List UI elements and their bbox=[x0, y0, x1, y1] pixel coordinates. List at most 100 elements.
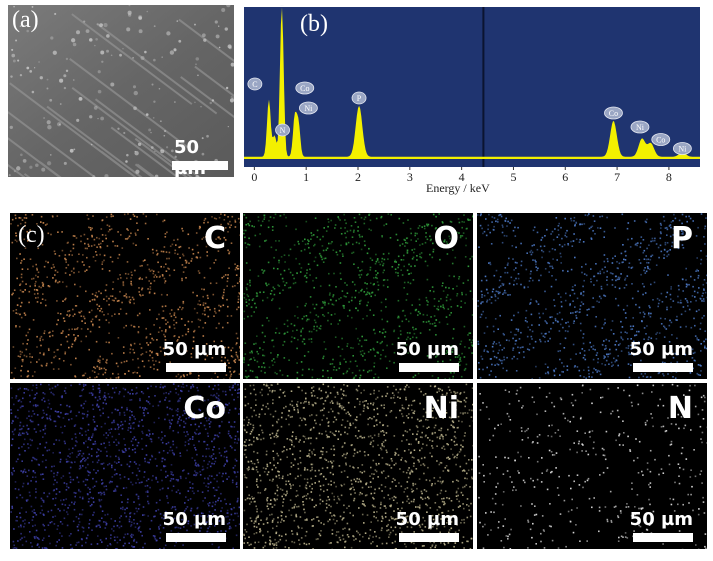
sem-particle bbox=[29, 165, 33, 169]
x-tick-label: 0 bbox=[251, 170, 257, 184]
sem-particle bbox=[63, 161, 67, 165]
sem-particle bbox=[13, 170, 16, 173]
sem-particle bbox=[151, 83, 154, 86]
sem-particle bbox=[71, 38, 76, 43]
sem-particle bbox=[221, 8, 226, 13]
sem-particle bbox=[8, 174, 11, 177]
sem-particle bbox=[17, 59, 20, 62]
scale-bar-label: 50 µm bbox=[395, 339, 459, 360]
peak-tag-p: P bbox=[351, 91, 367, 105]
sem-particle bbox=[153, 58, 156, 62]
sem-particle bbox=[140, 56, 145, 61]
sem-particle bbox=[122, 48, 124, 50]
sem-particle bbox=[95, 37, 98, 41]
sem-particle bbox=[9, 125, 13, 130]
sem-streak bbox=[69, 57, 191, 150]
sem-particle bbox=[195, 63, 197, 66]
sem-particle bbox=[201, 137, 204, 140]
scale-bar bbox=[399, 533, 459, 542]
sem-particle bbox=[13, 5, 15, 8]
sem-particle bbox=[197, 74, 199, 77]
sem-particle bbox=[89, 115, 93, 119]
sem-particle bbox=[34, 67, 36, 69]
sem-particle bbox=[73, 148, 76, 151]
plot-background bbox=[244, 7, 700, 167]
sem-particle bbox=[103, 23, 108, 28]
sem-particle bbox=[46, 120, 51, 125]
scale-bar bbox=[166, 533, 226, 542]
sem-particle bbox=[31, 5, 34, 8]
spectrum-trace bbox=[244, 7, 700, 160]
sem-particle bbox=[148, 128, 152, 132]
sem-particle bbox=[106, 49, 109, 53]
sem-particle bbox=[46, 87, 49, 90]
sem-particle bbox=[194, 101, 196, 103]
sem-particle bbox=[150, 132, 152, 134]
sem-particle bbox=[154, 150, 156, 153]
element-map-n: N 50 µm bbox=[477, 383, 707, 549]
sem-particle bbox=[133, 90, 138, 96]
panel-a-label: (a) bbox=[12, 7, 39, 33]
sem-particle bbox=[225, 86, 229, 90]
peak-tag-label: N bbox=[280, 126, 286, 135]
sem-particle bbox=[78, 96, 83, 101]
sem-particle bbox=[169, 50, 175, 55]
sem-particle bbox=[76, 30, 81, 35]
sem-particle bbox=[159, 148, 163, 152]
sem-streak bbox=[110, 126, 180, 177]
scale-bar bbox=[633, 363, 693, 372]
peak-tag-co: Co bbox=[295, 81, 315, 95]
sem-particle bbox=[72, 79, 75, 81]
sem-particle bbox=[146, 10, 149, 13]
sem-streak bbox=[8, 163, 26, 177]
element-map-dots bbox=[243, 383, 473, 549]
sem-particle bbox=[11, 53, 16, 58]
sem-particle bbox=[11, 48, 14, 51]
sem-particle bbox=[229, 98, 234, 103]
scale-bar bbox=[399, 363, 459, 372]
sem-particle bbox=[194, 23, 196, 26]
sem-particle bbox=[138, 15, 143, 20]
sem-streak bbox=[9, 82, 131, 175]
eds-spectrum-chart: CNOCoNiPCoNiCoNi012345678 bbox=[244, 5, 700, 184]
sem-particle bbox=[89, 38, 93, 42]
sem-particle bbox=[19, 25, 22, 27]
sem-streak bbox=[134, 137, 189, 177]
sem-particle bbox=[99, 23, 103, 28]
element-map-c: C 50 µm bbox=[10, 213, 240, 379]
sem-particle bbox=[59, 103, 62, 105]
sem-particle bbox=[101, 60, 104, 63]
sem-particle bbox=[100, 116, 105, 121]
sem-particle bbox=[38, 61, 40, 63]
sem-particle bbox=[22, 158, 27, 163]
sem-particle bbox=[26, 29, 29, 33]
peak-tag-ni: Ni bbox=[299, 101, 318, 115]
sem-particle bbox=[76, 118, 80, 122]
sem-streak bbox=[180, 76, 234, 119]
x-tick-label: 6 bbox=[562, 170, 568, 184]
sem-particle bbox=[35, 163, 39, 168]
sem-particle bbox=[230, 62, 234, 67]
scale-bar-label: 50 µm bbox=[162, 339, 226, 360]
sem-particle bbox=[164, 130, 167, 133]
sem-particle bbox=[20, 153, 23, 157]
sem-particle bbox=[153, 100, 156, 103]
sem-particle bbox=[63, 74, 67, 78]
sem-particle bbox=[227, 125, 229, 128]
sem-particle bbox=[195, 57, 200, 61]
sem-particle bbox=[201, 152, 205, 156]
sem-particle bbox=[145, 113, 149, 116]
sem-particle bbox=[132, 85, 137, 89]
sem-particle bbox=[174, 101, 176, 103]
peak-tag-label: Ni bbox=[678, 145, 687, 154]
element-map-co: Co 50 µm bbox=[10, 383, 240, 549]
sem-particle bbox=[144, 50, 147, 54]
sem-particle bbox=[47, 125, 52, 130]
peak-tag-ni: Ni bbox=[630, 120, 650, 134]
sem-streak bbox=[71, 13, 193, 105]
sem-particle bbox=[126, 153, 129, 157]
sem-particle bbox=[104, 174, 109, 177]
sem-particle bbox=[43, 117, 46, 119]
sem-particle bbox=[138, 16, 143, 20]
peak-tag-c: C bbox=[247, 77, 263, 91]
